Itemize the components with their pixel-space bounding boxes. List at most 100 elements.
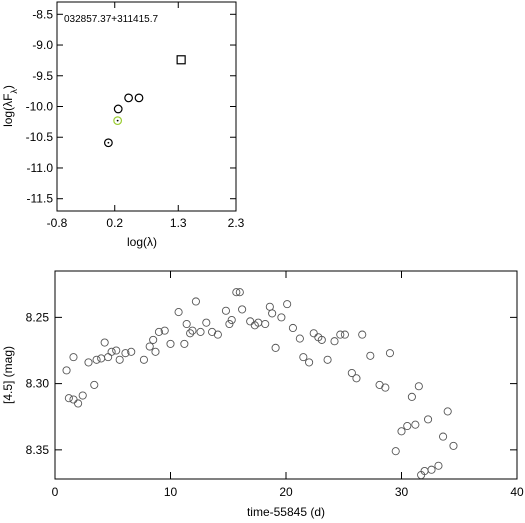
lightcurve-point [69,395,78,404]
lightcurve-point [84,358,93,367]
sed-y-label-end: ) [1,85,15,89]
lightcurve-point [347,368,356,378]
lightcurve-point [227,315,236,325]
lightcurve-point [391,447,400,456]
lightcurve-point [151,347,160,356]
lightcurve-point [188,326,197,335]
lightcurve-point [434,461,443,470]
lightcurve-point [323,355,332,364]
lightcurve-point [64,394,73,403]
lightcurve-point [271,343,280,352]
lightcurve-point [149,335,158,344]
sed-point [113,104,123,114]
lightcurve-point [317,335,326,344]
lightcurve-point [225,319,234,329]
sed-x-tick-label: -0.8 [47,216,68,230]
lightcurve-point [121,349,130,358]
lightcurve-point [358,330,367,339]
lightcurve-point [145,342,154,351]
lightcurve-point [424,415,433,424]
lightcurve-points [62,288,458,480]
sed-y-tick-label: -10.5 [26,130,54,144]
lightcurve-point [90,380,99,389]
lightcurve-point [439,432,448,441]
sed-point [134,93,144,103]
lightcurve-point [221,306,230,315]
lightcurve-point [385,349,395,358]
lightcurve-point [154,327,163,336]
sed-point-dot [107,141,110,144]
lightcurve-point [182,319,191,329]
lightcurve-x-tick-label: 10 [164,485,178,499]
sed-y-axis: -8.5 -9.0 -9.5 -10.0 -10.5 -11.0 -11.5 [26,7,236,206]
lightcurve-point [352,374,361,383]
lightcurve-point [92,355,101,364]
lightcurve-y-tick-label: 8.35 [26,443,50,457]
lightcurve-point [180,339,189,348]
lightcurve-point [78,391,87,400]
lightcurve-point [295,334,304,343]
lightcurve-point [127,347,136,356]
lightcurve-point [449,441,458,450]
lightcurve-x-axis: 0 10 20 30 40 [52,271,524,499]
lightcurve-point [115,355,124,364]
sed-y-tick-label: -11.5 [27,192,54,206]
lightcurve-point [160,326,169,335]
lightcurve-point [268,309,277,318]
lightcurve-point [235,288,244,297]
sed-points [103,55,186,148]
sed-point [103,138,113,148]
lightcurve-x-tick-label: 20 [279,485,293,499]
sed-y-tick-label: -11.0 [27,161,54,175]
lightcurve-point [443,407,452,416]
lightcurve-y-tick-label: 8.30 [26,377,50,391]
lightcurve-point [407,392,416,401]
lightcurve-point [403,421,412,431]
lightcurve-point [74,399,83,408]
lightcurve-plot-frame [54,270,518,480]
lightcurve-point [213,330,222,339]
lightcurve-point [305,358,314,367]
sed-title: 032857.37+311415.7 [64,14,159,25]
sed-x-tick-label: 1.3 [170,216,187,230]
lightcurve-x-tick-label: 30 [395,485,409,499]
lightcurve-point [366,351,375,360]
sed-point-square [176,55,186,65]
lightcurve-point [112,346,121,355]
sed-y-axis-label: log(λFλ) [1,85,19,127]
sed-point-dot [116,119,119,122]
sed-x-tick-label: 2.3 [228,216,245,230]
lightcurve-point [309,329,318,338]
lightcurve-x-tick-label: 40 [510,485,524,499]
lightcurve-point [277,313,286,322]
lightcurve-point [427,465,436,474]
lightcurve-point [340,330,349,339]
sed-x-axis-label: log(λ) [127,235,157,249]
lightcurve-point [196,327,205,336]
lightcurve-point [330,337,339,346]
sed-point [124,93,134,103]
lightcurve-y-axis: 8.25 8.30 8.35 [26,310,517,457]
lightcurve-point [414,382,423,391]
lightcurve-point [265,302,274,311]
lightcurve-point [166,339,175,348]
lightcurve-point [202,318,211,327]
lightcurve-point [381,383,390,392]
lightcurve-point [69,353,78,362]
sed-y-tick-label: -9.5 [32,69,53,83]
lightcurve-y-axis-label: [4.5] (mag) [1,346,15,404]
lightcurve-point [288,323,297,333]
lightcurve-point [336,330,345,339]
sed-y-tick-label: -9.0 [32,38,53,52]
sed-y-label-sub: λ [9,89,19,94]
sed-y-tick-label: -8.5 [32,7,53,21]
lightcurve-point [174,308,183,317]
sed-panel: -0.8 0.2 1.3 2.3 -8.5 -9.0 -9.5 -10.0 -10.5 -11.… [1,1,245,249]
sed-y-label-main: log(λF [1,94,15,127]
sed-point [113,116,123,126]
sed-x-tick-label: 0.2 [106,216,123,230]
lightcurve-point [246,317,255,326]
lightcurve-point [104,353,113,362]
lightcurve-point [238,305,247,314]
